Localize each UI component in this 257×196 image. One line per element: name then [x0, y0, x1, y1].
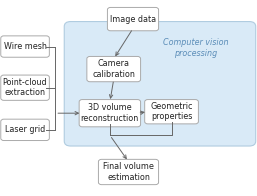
Text: Point-cloud
extraction: Point-cloud extraction — [3, 78, 47, 97]
FancyBboxPatch shape — [145, 100, 198, 124]
Text: Camera
calibration: Camera calibration — [92, 59, 135, 79]
Text: 3D volume
reconstruction: 3D volume reconstruction — [81, 103, 139, 123]
FancyBboxPatch shape — [1, 75, 49, 100]
Text: Computer vision
processing: Computer vision processing — [162, 38, 228, 58]
FancyBboxPatch shape — [87, 56, 141, 82]
FancyBboxPatch shape — [1, 36, 49, 57]
Text: Wire mesh: Wire mesh — [4, 42, 47, 51]
Text: Final volume
estimation: Final volume estimation — [103, 162, 154, 182]
FancyBboxPatch shape — [64, 22, 256, 146]
Text: Image data: Image data — [110, 15, 156, 24]
FancyBboxPatch shape — [98, 159, 159, 185]
FancyBboxPatch shape — [79, 100, 141, 127]
FancyBboxPatch shape — [107, 7, 159, 31]
FancyBboxPatch shape — [1, 119, 49, 141]
Text: Laser grid: Laser grid — [5, 125, 45, 134]
Text: Geometric
properties: Geometric properties — [150, 102, 193, 121]
